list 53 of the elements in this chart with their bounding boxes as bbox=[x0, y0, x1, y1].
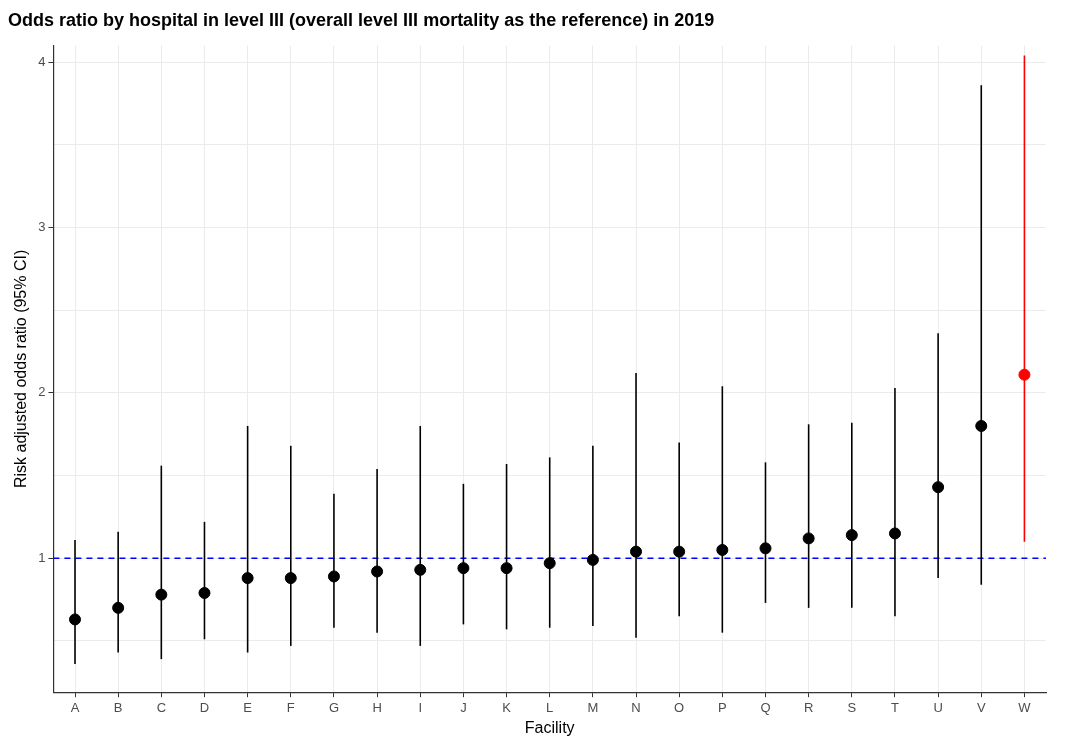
point bbox=[716, 543, 729, 556]
point bbox=[414, 563, 427, 576]
x-tick-label: A bbox=[70, 699, 80, 715]
point bbox=[975, 419, 988, 432]
point bbox=[241, 572, 254, 585]
point bbox=[155, 588, 168, 601]
x-tick-label: S bbox=[847, 699, 857, 715]
x-tick-label: F bbox=[286, 699, 295, 715]
point bbox=[284, 572, 297, 585]
x-tick-label: V bbox=[976, 699, 986, 715]
x-tick-label: B bbox=[113, 699, 123, 715]
x-tick-label: K bbox=[502, 699, 512, 715]
y-tick-label: 4 bbox=[38, 53, 46, 69]
x-tick-label: H bbox=[372, 699, 382, 715]
point bbox=[888, 527, 901, 540]
x-tick-label: E bbox=[243, 699, 253, 715]
x-tick-label: O bbox=[674, 699, 685, 715]
x-tick-label: Q bbox=[760, 699, 771, 715]
x-tick-label: R bbox=[803, 699, 814, 715]
point bbox=[543, 557, 556, 570]
point bbox=[673, 545, 686, 558]
point bbox=[500, 562, 513, 575]
x-tick-label: N bbox=[631, 699, 641, 715]
point bbox=[371, 565, 384, 578]
point bbox=[932, 481, 945, 494]
x-tick-label: P bbox=[718, 699, 727, 715]
point bbox=[327, 570, 340, 583]
x-axis-title: Facility bbox=[524, 718, 575, 736]
x-tick-label: L bbox=[546, 699, 554, 715]
point bbox=[802, 532, 815, 545]
point bbox=[630, 545, 643, 558]
chart-title: Odds ratio by hospital in level III (overall level III mortality as the reference) in 2019 bbox=[8, 9, 715, 30]
x-tick-label: M bbox=[587, 699, 599, 715]
x-tick-label: W bbox=[1018, 699, 1032, 715]
x-tick-label: T bbox=[890, 699, 899, 715]
x-tick-label: J bbox=[460, 699, 467, 715]
point bbox=[845, 529, 858, 542]
point bbox=[759, 542, 772, 555]
point bbox=[112, 601, 125, 614]
x-tick-label: I bbox=[418, 699, 423, 715]
point bbox=[198, 586, 211, 599]
x-tick-label: U bbox=[933, 699, 943, 715]
y-tick-label: 2 bbox=[38, 384, 46, 400]
y-tick-label: 1 bbox=[38, 549, 46, 565]
y-axis-title: Risk adjusted odds ratio (95% CI) bbox=[12, 249, 30, 489]
y-tick-label: 3 bbox=[38, 219, 46, 235]
point bbox=[457, 562, 470, 575]
x-tick-label: G bbox=[328, 699, 339, 715]
point bbox=[1018, 368, 1031, 381]
x-tick-label: D bbox=[199, 699, 210, 715]
point bbox=[586, 553, 599, 566]
x-tick-label: C bbox=[156, 699, 167, 715]
point bbox=[69, 613, 82, 626]
